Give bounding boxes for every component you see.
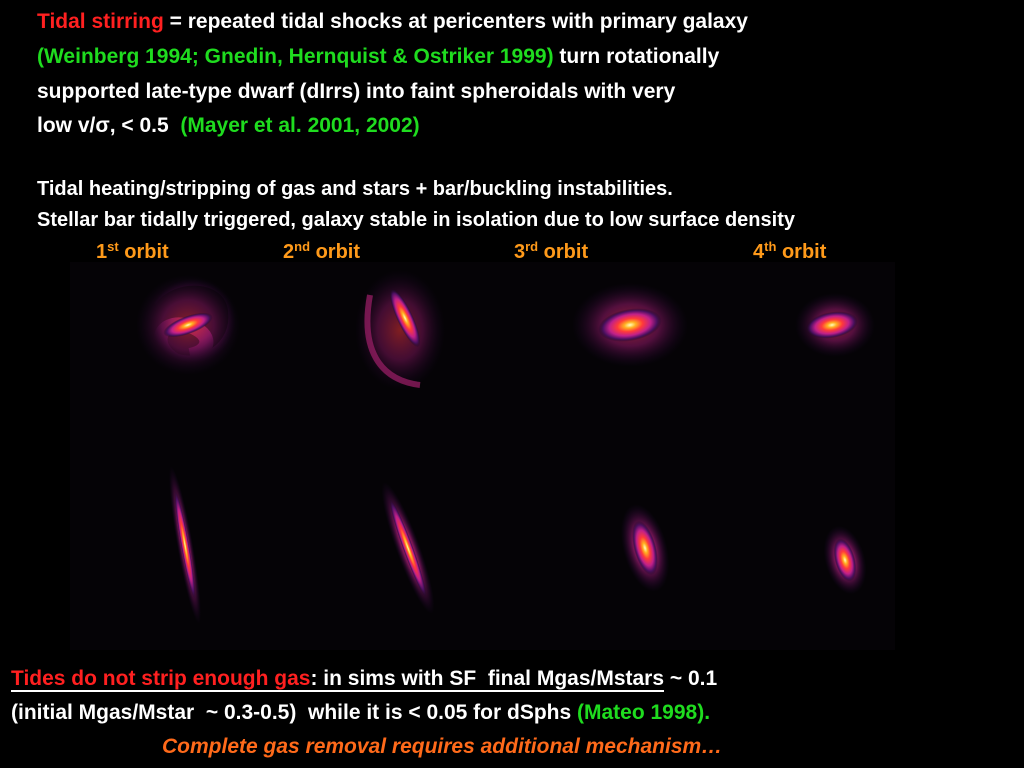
suffix: th [764,239,777,254]
galaxy [823,525,867,595]
number: 3 [514,241,526,263]
number: 4 [753,241,765,263]
number: 1 [96,241,108,263]
word: orbit [538,241,589,263]
suffix: rd [525,239,539,254]
highlight: Tides do not strip enough gas [11,667,311,692]
text: low v/σ, < 0.5 [37,114,169,137]
text-line: Stellar bar tidally triggered, galaxy st… [37,209,795,231]
text-line: (Weinberg 1994; Gnedin, Hernquist & Ostr… [37,44,719,70]
orbit-label: 2nd orbit [283,239,360,265]
galaxy [169,466,201,624]
citation: (Mateo 1998). [577,701,711,724]
highlight: Tidal stirring [37,10,164,33]
galaxy [572,283,688,367]
text-line: Tidal stirring = repeated tidal shocks a… [37,9,748,35]
word: orbit [310,241,361,263]
galaxy [355,270,445,390]
text-line: low v/σ, < 0.5 (Mayer et al. 2001, 2002) [37,113,420,139]
word: orbit [776,241,827,263]
text: = repeated tidal shocks at pericenters w… [163,10,748,33]
galaxy [381,482,435,614]
text: turn rotationally [553,45,720,68]
galaxy [620,504,670,592]
word: orbit [118,241,169,263]
citation: (Mayer et al. 2001, 2002) [180,114,420,137]
orbit-label: 3rd orbit [514,239,588,265]
citation: (Weinberg 1994; Gnedin, Hernquist & Ostr… [37,45,554,68]
text-line: (initial Mgas/Mstar ~ 0.3-0.5) while it … [11,700,710,726]
orbit-label: 4th orbit [753,239,826,265]
suffix: nd [294,239,311,254]
text-line: Tidal heating/stripping of gas and stars… [37,178,673,200]
text: ~ 0.1 [664,667,718,690]
galaxy [136,271,243,375]
text-line: supported late-type dwarf (dIrrs) into f… [37,80,676,103]
orbit-label: 1st orbit [96,239,169,265]
number: 2 [283,241,295,263]
text: (initial Mgas/Mstar ~ 0.3-0.5) while it … [11,701,577,724]
galaxy [795,293,875,357]
text-line: Complete gas removal requires additional… [162,735,723,758]
text: : in sims with SF final Mgas/Mstars [310,667,665,692]
text-line: Tides do not strip enough gas: in sims w… [11,666,717,692]
suffix: st [107,239,119,254]
